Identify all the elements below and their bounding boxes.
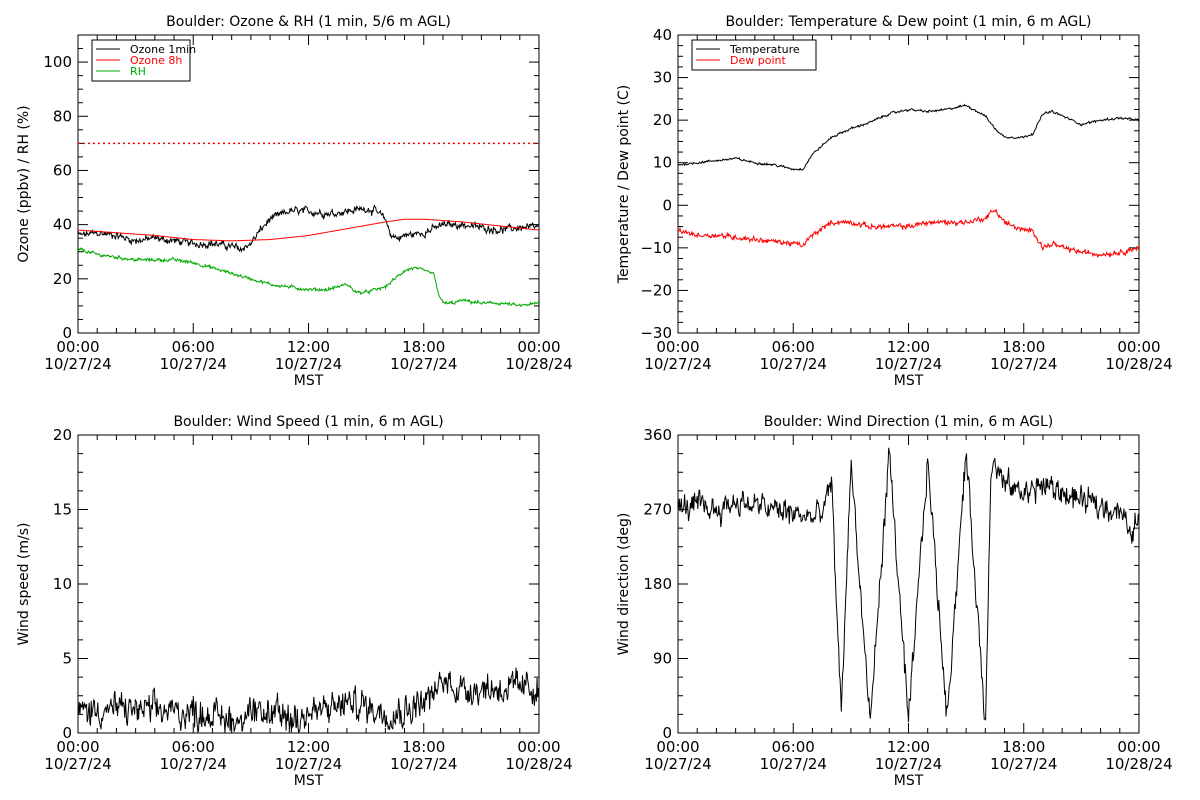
x-tick-label-date: 10/28/24 (1105, 755, 1172, 773)
chart-title: Boulder: Wind Speed (1 min, 6 m AGL) (173, 414, 443, 430)
chart-panel-4: Boulder: Wind Direction (1 min, 6 m AGL)… (616, 414, 1173, 789)
y-tick-label: 0 (662, 196, 672, 214)
x-axis-label: MST (894, 773, 924, 789)
x-tick-label-time: 18:00 (1002, 738, 1045, 756)
legend-label-dew-point: Dew point (730, 54, 786, 67)
x-tick-label-date: 10/27/24 (160, 755, 227, 773)
y-tick-label: 15 (53, 501, 72, 519)
y-tick-label: 80 (53, 107, 72, 125)
x-tick-label-date: 10/27/24 (275, 755, 342, 773)
x-tick-label-date: 10/27/24 (644, 355, 711, 373)
series-line-ozone-8h (78, 218, 539, 242)
x-axis-label: MST (894, 373, 924, 389)
x-tick-label-time: 00:00 (656, 738, 699, 756)
x-tick-label-time: 06:00 (772, 738, 815, 756)
y-axis-label: Temperature / Dew point (C) (616, 85, 632, 284)
x-tick-label-date: 10/27/24 (990, 755, 1057, 773)
y-tick-label: 270 (643, 501, 672, 519)
x-tick-label-time: 00:00 (1117, 738, 1160, 756)
y-axis-label: Wind speed (m/s) (16, 523, 32, 646)
y-tick-label: 20 (53, 426, 72, 444)
y-tick-label: 40 (653, 26, 672, 44)
series-line-rh (78, 247, 539, 307)
y-axis-label: Wind direction (deg) (616, 513, 632, 656)
x-tick-label-date: 10/27/24 (875, 755, 942, 773)
x-tick-label-time: 00:00 (1117, 338, 1160, 356)
y-tick-label: 0 (62, 324, 72, 342)
x-tick-label-time: 18:00 (402, 338, 445, 356)
y-tick-label: 10 (53, 575, 72, 593)
y-tick-label: −20 (640, 281, 672, 299)
x-tick-label-time: 12:00 (287, 338, 330, 356)
x-tick-label-date: 10/27/24 (44, 355, 111, 373)
x-tick-label-date: 10/28/24 (505, 755, 572, 773)
legend-label-ozone-8h: Ozone 8h (130, 54, 182, 67)
chart-panel-3: Boulder: Wind Speed (1 min, 6 m AGL) 0 5 10… (16, 414, 573, 789)
legend-box (691, 39, 817, 71)
x-tick-label-time: 18:00 (1002, 338, 1045, 356)
x-tick-label-date: 10/27/24 (644, 755, 711, 773)
x-tick-label-time: 00:00 (56, 738, 99, 756)
y-tick-label: −30 (640, 324, 672, 342)
series-line-series (78, 667, 539, 733)
x-tick-label-time: 12:00 (287, 738, 330, 756)
x-tick-label-date: 10/27/24 (760, 755, 827, 773)
x-tick-label-date: 10/27/24 (990, 355, 1057, 373)
x-axis-label: MST (294, 373, 324, 389)
legend-label-ozone-1min: Ozone 1min (130, 43, 196, 56)
x-tick-label-time: 06:00 (172, 738, 215, 756)
series-line-series (678, 447, 1139, 723)
y-tick-label: 180 (643, 575, 672, 593)
series-line-temperature (678, 103, 1139, 172)
x-tick-label-date: 10/27/24 (44, 755, 111, 773)
x-axis-label: MST (294, 773, 324, 789)
x-tick-label-time: 00:00 (56, 338, 99, 356)
plot-frame (677, 34, 1140, 334)
y-axis-label: Ozone (ppbv) / RH (%) (16, 105, 32, 262)
x-tick-label-time: 00:00 (517, 338, 560, 356)
y-tick-label: 0 (662, 724, 672, 742)
x-tick-label-time: 00:00 (517, 738, 560, 756)
y-tick-label: 90 (653, 650, 672, 668)
x-tick-label-date: 10/28/24 (505, 355, 572, 373)
legend-label-temperature: Temperature (729, 43, 800, 56)
x-tick-label-date: 10/27/24 (390, 355, 457, 373)
chart-title: Boulder: Ozone & RH (1 min, 5/6 m AGL) (166, 14, 451, 30)
y-tick-label: 40 (53, 216, 72, 234)
series-line-dew-point (678, 208, 1139, 259)
y-tick-label: 0 (62, 724, 72, 742)
y-tick-label: 20 (53, 270, 72, 288)
y-tick-label: 360 (643, 426, 672, 444)
x-tick-label-date: 10/27/24 (275, 355, 342, 373)
x-tick-label-date: 10/27/24 (760, 355, 827, 373)
y-tick-label: 20 (653, 111, 672, 129)
x-tick-label-time: 12:00 (887, 738, 930, 756)
x-tick-label-time: 18:00 (402, 738, 445, 756)
chart-panel-2: Boulder: Temperature & Dew point (1 min,… (616, 14, 1173, 389)
x-tick-label-time: 12:00 (887, 338, 930, 356)
x-tick-label-date: 10/27/24 (160, 355, 227, 373)
y-tick-label: 100 (43, 53, 72, 71)
legend-label-rh: RH (130, 65, 146, 78)
x-tick-label-time: 00:00 (656, 338, 699, 356)
y-tick-label: −10 (640, 239, 672, 257)
plot-frame (677, 434, 1140, 734)
y-tick-label: 5 (62, 650, 72, 668)
y-tick-label: 10 (653, 154, 672, 172)
x-tick-label-time: 06:00 (772, 338, 815, 356)
chart-panel-1: Boulder: Ozone & RH (1 min, 5/6 m AGL) 0 2… (16, 14, 573, 389)
x-tick-label-time: 06:00 (172, 338, 215, 356)
y-tick-label: 60 (53, 161, 72, 179)
x-tick-label-date: 10/28/24 (1105, 355, 1172, 373)
y-tick-label: 30 (653, 69, 672, 87)
x-tick-label-date: 10/27/24 (875, 355, 942, 373)
chart-title: Boulder: Wind Direction (1 min, 6 m AGL) (764, 414, 1053, 430)
series-line-ozone-1min (78, 204, 539, 254)
x-tick-label-date: 10/27/24 (390, 755, 457, 773)
chart-title: Boulder: Temperature & Dew point (1 min,… (725, 14, 1091, 30)
